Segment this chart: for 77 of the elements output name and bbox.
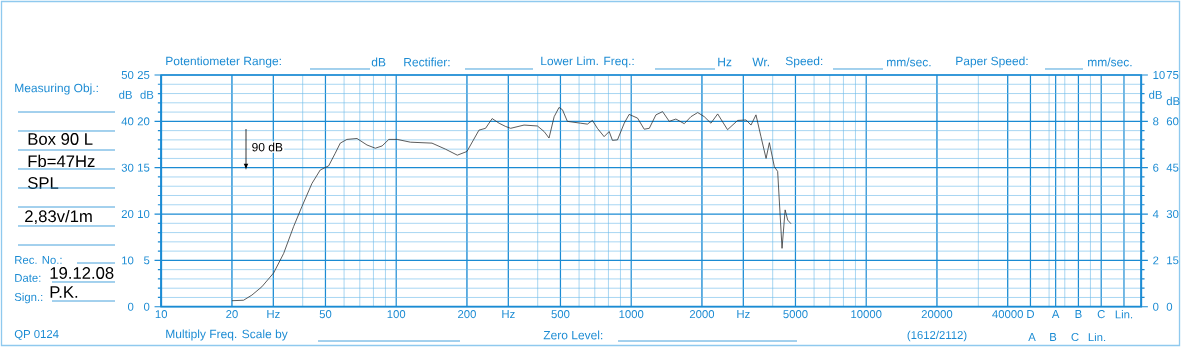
y-tick-label: 40 bbox=[121, 117, 134, 126]
annotation: 90 dB bbox=[252, 142, 283, 152]
y3-axis-title: dB bbox=[1149, 90, 1162, 99]
y2-axis-title: dB bbox=[140, 90, 154, 99]
text: QP 0124 bbox=[14, 329, 59, 341]
y3-tick-label: 4 bbox=[1152, 210, 1159, 218]
x-tick-label: Hz bbox=[737, 310, 750, 318]
text: Box 90 L bbox=[28, 133, 93, 145]
text: 19.12.08 bbox=[50, 267, 114, 279]
x-tick-label: 20 bbox=[226, 310, 238, 319]
x-tick-label: 1000 bbox=[619, 310, 644, 319]
text: Hz bbox=[718, 57, 732, 67]
text: 30 bbox=[1166, 210, 1179, 219]
x-tick-label: 5000 bbox=[783, 310, 808, 319]
x-tick-label: 200 bbox=[458, 310, 476, 319]
y-tick-label: 50 bbox=[121, 71, 134, 80]
y2-tick-label: 5 bbox=[143, 256, 150, 265]
y-tick-label: 10 bbox=[122, 256, 134, 265]
x-tick-label: 2000 bbox=[689, 310, 715, 319]
text: C bbox=[1071, 333, 1079, 342]
x-tick-label: A bbox=[1051, 310, 1060, 318]
y3-tick-label: 2 bbox=[1153, 256, 1159, 265]
text: Fb=47Hz bbox=[28, 154, 95, 168]
text: Sign.: bbox=[14, 292, 43, 304]
text: 60 bbox=[1166, 117, 1179, 126]
text: Speed: bbox=[785, 56, 823, 68]
x-tick-label: 50 bbox=[319, 310, 332, 319]
text: Wr. bbox=[752, 57, 769, 67]
text: dB bbox=[371, 57, 386, 67]
text: Potentiometer Range: bbox=[166, 56, 281, 68]
text: mm/sec. bbox=[1088, 57, 1132, 67]
y3-tick-label: 10 bbox=[1153, 71, 1165, 80]
text: SPL bbox=[28, 177, 59, 189]
y3-tick-label: 0 bbox=[1153, 302, 1159, 311]
text: Lower Lim. Freq.: bbox=[541, 56, 634, 68]
y3-tick-label: 8 bbox=[1153, 117, 1159, 126]
text: Measuring Obj.: bbox=[15, 83, 98, 95]
x-tick-label: Lin. bbox=[1115, 310, 1133, 319]
text: 75 bbox=[1166, 71, 1179, 79]
text: Rec. No.: bbox=[15, 256, 62, 264]
y2-tick-label: 20 bbox=[137, 117, 150, 126]
x-tick-label: Hz bbox=[502, 310, 515, 318]
y-tick-label: 20 bbox=[121, 210, 134, 219]
text: mm/sec. bbox=[887, 57, 931, 67]
x-tick-label: 10000 bbox=[851, 310, 882, 319]
text: (1612/2112) bbox=[907, 330, 967, 342]
text: Lin. bbox=[1088, 332, 1106, 342]
y-tick-label: 30 bbox=[121, 163, 134, 172]
x-tick-label: Hz bbox=[267, 310, 280, 318]
text: P.K. bbox=[50, 286, 78, 298]
text: Zero Level: bbox=[543, 330, 603, 340]
y-tick-label: 0 bbox=[127, 302, 134, 311]
text: 45 bbox=[1166, 163, 1179, 172]
text: Rectifier: bbox=[404, 57, 450, 67]
text: B bbox=[1050, 333, 1057, 341]
x-tick-label: 10 bbox=[155, 310, 168, 319]
y2-tick-label: 0 bbox=[143, 302, 150, 311]
y-axis-title: dB bbox=[119, 90, 132, 99]
x-tick-label: D bbox=[1027, 310, 1034, 318]
x-tick-label: 100 bbox=[387, 310, 406, 319]
y3-tick-label: 6 bbox=[1153, 163, 1159, 172]
text: Multiply Freq. Scale by bbox=[166, 329, 288, 341]
y2-tick-label: 10 bbox=[138, 210, 150, 219]
x-tick-label: 500 bbox=[551, 310, 570, 319]
y2-tick-label: 25 bbox=[137, 71, 150, 80]
text: Date: bbox=[15, 274, 41, 282]
x-tick-label: 40000 bbox=[992, 310, 1023, 319]
x-tick-label: C bbox=[1097, 310, 1105, 319]
text: 15 bbox=[1167, 256, 1179, 265]
y2-tick-label: 15 bbox=[138, 163, 150, 172]
text: dB bbox=[1166, 96, 1180, 106]
text: Paper Speed: bbox=[956, 56, 1028, 68]
x-tick-label: 20000 bbox=[921, 310, 953, 319]
text: 2,83v/1m bbox=[25, 209, 92, 225]
x-tick-label: B bbox=[1075, 310, 1082, 318]
text: A bbox=[1028, 333, 1036, 341]
text: 0 bbox=[1166, 302, 1173, 311]
